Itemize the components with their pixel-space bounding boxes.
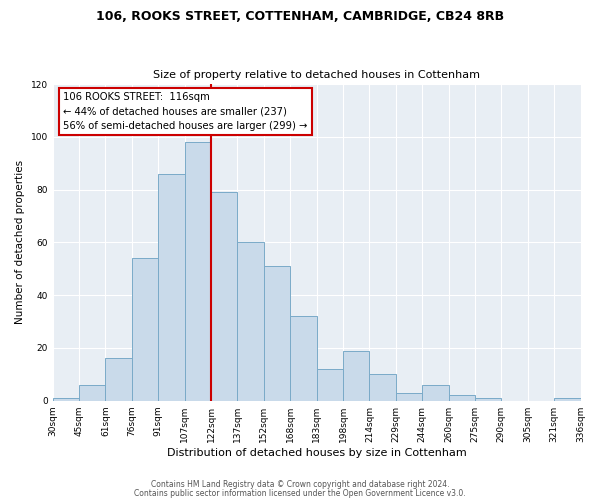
Bar — [449, 396, 475, 400]
Bar — [185, 142, 211, 401]
Bar — [264, 266, 290, 400]
Text: 106 ROOKS STREET:  116sqm
← 44% of detached houses are smaller (237)
56% of semi: 106 ROOKS STREET: 116sqm ← 44% of detach… — [63, 92, 308, 131]
Bar — [238, 242, 264, 400]
Bar — [53, 398, 79, 400]
Bar — [370, 374, 396, 400]
Bar — [132, 258, 158, 400]
Bar — [106, 358, 132, 401]
Bar — [317, 369, 343, 400]
Text: Contains public sector information licensed under the Open Government Licence v3: Contains public sector information licen… — [134, 489, 466, 498]
Text: Contains HM Land Registry data © Crown copyright and database right 2024.: Contains HM Land Registry data © Crown c… — [151, 480, 449, 489]
Title: Size of property relative to detached houses in Cottenham: Size of property relative to detached ho… — [153, 70, 480, 81]
Bar — [290, 316, 317, 400]
Bar — [475, 398, 502, 400]
Bar — [422, 385, 449, 400]
Bar — [554, 398, 581, 400]
Bar — [79, 385, 106, 400]
Y-axis label: Number of detached properties: Number of detached properties — [15, 160, 25, 324]
Bar — [396, 393, 422, 400]
X-axis label: Distribution of detached houses by size in Cottenham: Distribution of detached houses by size … — [167, 448, 466, 458]
Text: 106, ROOKS STREET, COTTENHAM, CAMBRIDGE, CB24 8RB: 106, ROOKS STREET, COTTENHAM, CAMBRIDGE,… — [96, 10, 504, 23]
Bar — [211, 192, 238, 400]
Bar — [158, 174, 185, 400]
Bar — [343, 350, 370, 401]
